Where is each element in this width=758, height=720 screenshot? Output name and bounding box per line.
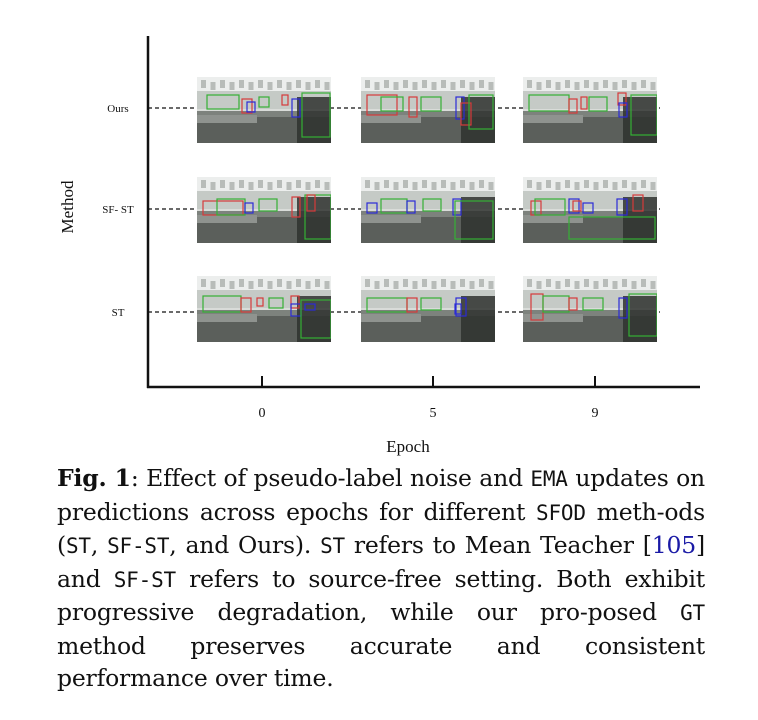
caption-text: updates on predictions across epochs for…: [57, 464, 705, 526]
detection-box-green: [534, 198, 566, 216]
detection-box-red: [291, 196, 301, 218]
caption-text: ] and: [57, 531, 705, 593]
caption-citation-link[interactable]: 105: [651, 531, 697, 559]
detection-box-blue: [616, 198, 628, 216]
detection-box-red: [568, 297, 578, 311]
detection-box-red: [366, 94, 398, 116]
caption-text: method preserves accurate and consistent…: [57, 631, 705, 693]
detection-box-green: [568, 216, 656, 240]
figure-caption: Fig. 1: Effect of pseudo-label noise and…: [57, 462, 705, 695]
thumbnail-st-epoch-5: [361, 276, 495, 342]
detection-box-green: [420, 297, 442, 311]
detection-box-green: [630, 94, 657, 136]
thumbnail-sf-st-epoch-5: [361, 177, 495, 243]
street-scene-image: [197, 177, 331, 243]
detection-box-red: [408, 96, 418, 118]
detection-box-red: [290, 295, 300, 309]
street-scene-image: [361, 276, 495, 342]
detection-box-green: [300, 299, 331, 339]
detection-box-blue: [304, 303, 316, 311]
detection-box-red: [617, 92, 627, 106]
thumbnail-ours-epoch-5: [361, 77, 495, 143]
caption-code-sfod: SFOD: [536, 500, 586, 525]
detection-box-red: [580, 96, 588, 110]
street-scene-image: [523, 77, 657, 143]
detection-box-blue: [455, 96, 465, 120]
caption-text: refers to source-free setting. Both exhi…: [57, 564, 706, 627]
thumbnail-sf-st-epoch-0: [197, 177, 331, 243]
detection-box-red: [281, 94, 289, 106]
caption-code-sf-st: SF-ST: [107, 534, 170, 558]
street-scene-image: [361, 77, 495, 143]
y-axis-label: Method: [58, 180, 77, 233]
caption-code-st: ST: [320, 534, 345, 558]
detection-box-blue: [246, 101, 256, 113]
caption-text: meth-ods (: [57, 497, 705, 560]
x-tick-label-0: 0: [259, 406, 266, 421]
detection-box-blue: [568, 198, 580, 214]
caption-text: Effect of pseudo-label noise and: [146, 464, 531, 492]
detection-box-blue: [618, 102, 628, 118]
x-tick-label-5: 5: [430, 406, 437, 421]
street-scene-image: [361, 177, 495, 243]
detection-box-blue: [244, 202, 254, 214]
detection-box-red: [256, 297, 264, 307]
detection-box-red: [572, 200, 582, 212]
caption-text: :: [130, 464, 147, 492]
street-scene-image: [523, 276, 657, 342]
detection-box-green: [258, 96, 270, 108]
thumbnail-st-epoch-9: [523, 276, 657, 342]
detection-box-green: [268, 297, 284, 309]
detection-box-blue: [454, 303, 462, 315]
thumbnail-ours-epoch-0: [197, 77, 331, 143]
detection-box-blue: [291, 98, 301, 118]
detection-box-green: [422, 198, 442, 212]
thumbnail-sf-st-epoch-9: [523, 177, 657, 243]
detection-box-blue: [366, 202, 378, 214]
detection-box-blue: [406, 200, 416, 214]
caption-fig-label: Fig. 1: [57, 464, 131, 492]
detection-box-green: [468, 94, 494, 130]
detection-box-green: [454, 200, 494, 240]
caption-code-sf-st: SF-ST: [113, 567, 176, 592]
detection-box-red: [306, 194, 316, 212]
detection-box-red: [406, 297, 418, 313]
detection-box-green: [380, 96, 404, 112]
detection-box-green: [420, 96, 442, 112]
row-label-ours: Ours: [107, 103, 128, 115]
detection-box-green: [628, 293, 657, 337]
thumbnail-st-epoch-0: [197, 276, 331, 342]
detection-box-red: [568, 98, 578, 114]
detection-box-green: [304, 194, 331, 240]
row-label-sf-st: SF- ST: [102, 204, 134, 216]
detection-box-blue: [618, 297, 628, 319]
figure: 0 5 9 Epoch Method Ours SF- ST ST: [58, 36, 700, 456]
caption-text: refers to Mean Teacher [: [344, 531, 652, 559]
caption-code-st: ST: [65, 534, 91, 558]
detection-box-red: [632, 194, 644, 212]
x-tick-label-9: 9: [592, 406, 599, 421]
detection-box-blue: [455, 297, 467, 317]
street-scene-image: [523, 177, 657, 243]
detection-box-red: [240, 297, 252, 313]
detection-box-blue: [582, 202, 594, 214]
caption-text: , and Ours).: [169, 531, 321, 559]
thumbnail-ours-epoch-9: [523, 77, 657, 143]
detection-box-green: [588, 96, 608, 112]
street-scene-image: [197, 276, 331, 342]
detection-box-green: [582, 297, 604, 311]
caption-code-ema: EMA: [530, 467, 568, 491]
detection-box-red: [241, 98, 253, 114]
row-label-st: ST: [112, 307, 125, 319]
detection-box-green: [258, 198, 278, 212]
detection-box-red: [460, 102, 472, 126]
street-scene-image: [197, 77, 331, 143]
x-axis-label: Epoch: [386, 437, 430, 456]
caption-text: ,: [90, 531, 108, 559]
detection-box-blue: [452, 198, 462, 216]
detection-box-green: [301, 92, 331, 138]
detection-box-green: [206, 94, 240, 110]
caption-code-gt: GT: [680, 601, 705, 625]
